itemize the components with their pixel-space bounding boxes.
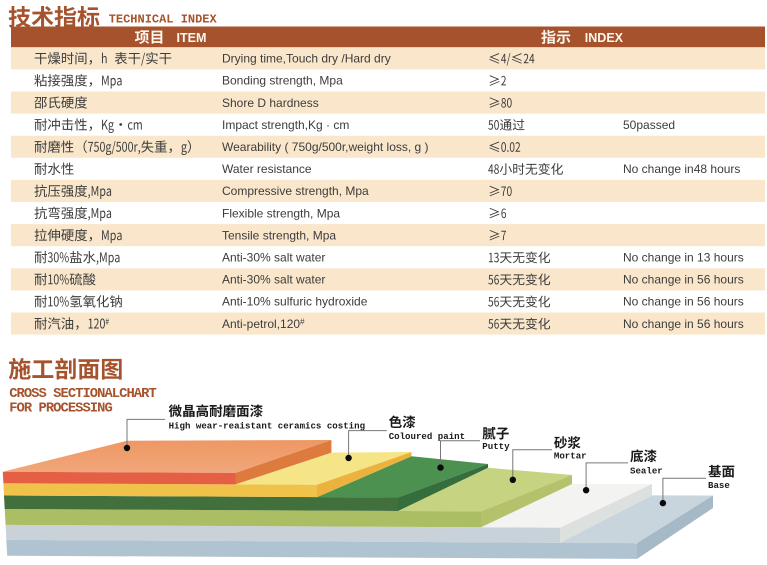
svg-text:No change in 56 hours: No change in 56 hours [623, 295, 744, 309]
svg-text:No change in 56 hours: No change in 56 hours [623, 317, 744, 331]
svg-text:Wearability ( 750g/500r,weight: Wearability ( 750g/500r,weight loss, g ) [222, 140, 429, 154]
svg-text:Coloured paint: Coloured paint [389, 431, 465, 442]
svg-text:CROSS SECTIONALCHART: CROSS SECTIONALCHART [9, 387, 156, 402]
svg-text:Impact strength,Kg · cm: Impact strength,Kg · cm [222, 118, 349, 132]
svg-text:Water resistance: Water resistance [222, 162, 312, 176]
svg-text:Drying time,Touch dry /Hard dr: Drying time,Touch dry /Hard dry [222, 52, 391, 66]
svg-text:Tensile strength, Mpa: Tensile strength, Mpa [222, 228, 336, 242]
svg-text:No change in 56 hours: No change in 56 hours [623, 273, 744, 287]
svg-text:Compressive strength, Mpa: Compressive strength, Mpa [222, 184, 369, 198]
svg-text:Base: Base [708, 480, 730, 491]
svg-text:Anti-petrol,120#: Anti-petrol,120# [222, 317, 305, 331]
svg-text:50passed: 50passed [623, 118, 675, 132]
svg-text:High wear-reaistant ceramics c: High wear-reaistant ceramics costing [169, 421, 365, 432]
svg-text:Mortar: Mortar [554, 450, 587, 461]
svg-text:Sealer: Sealer [630, 466, 663, 477]
svg-text:Bonding strength, Mpa: Bonding strength, Mpa [222, 74, 343, 88]
svg-text:Anti-10% sulfuric hydroxide: Anti-10% sulfuric hydroxide [222, 295, 368, 309]
svg-text:Anti-30% salt water: Anti-30% salt water [222, 273, 325, 287]
svg-text:ITEM: ITEM [177, 31, 207, 45]
svg-text:Anti-30% salt water: Anti-30% salt water [222, 251, 325, 265]
svg-text:No change in48 hours: No change in48 hours [623, 162, 740, 176]
svg-text:Flexible strength, Mpa: Flexible strength, Mpa [222, 206, 340, 220]
svg-text:Putty: Putty [482, 441, 510, 452]
svg-text:FOR PROCESSING: FOR PROCESSING [9, 402, 112, 417]
svg-text:No change in 13 hours: No change in 13 hours [623, 251, 744, 265]
svg-text:Shore D hardness: Shore D hardness [222, 96, 319, 110]
svg-text:TECHNICAL INDEX: TECHNICAL INDEX [109, 12, 218, 26]
svg-text:INDEX: INDEX [585, 31, 624, 45]
